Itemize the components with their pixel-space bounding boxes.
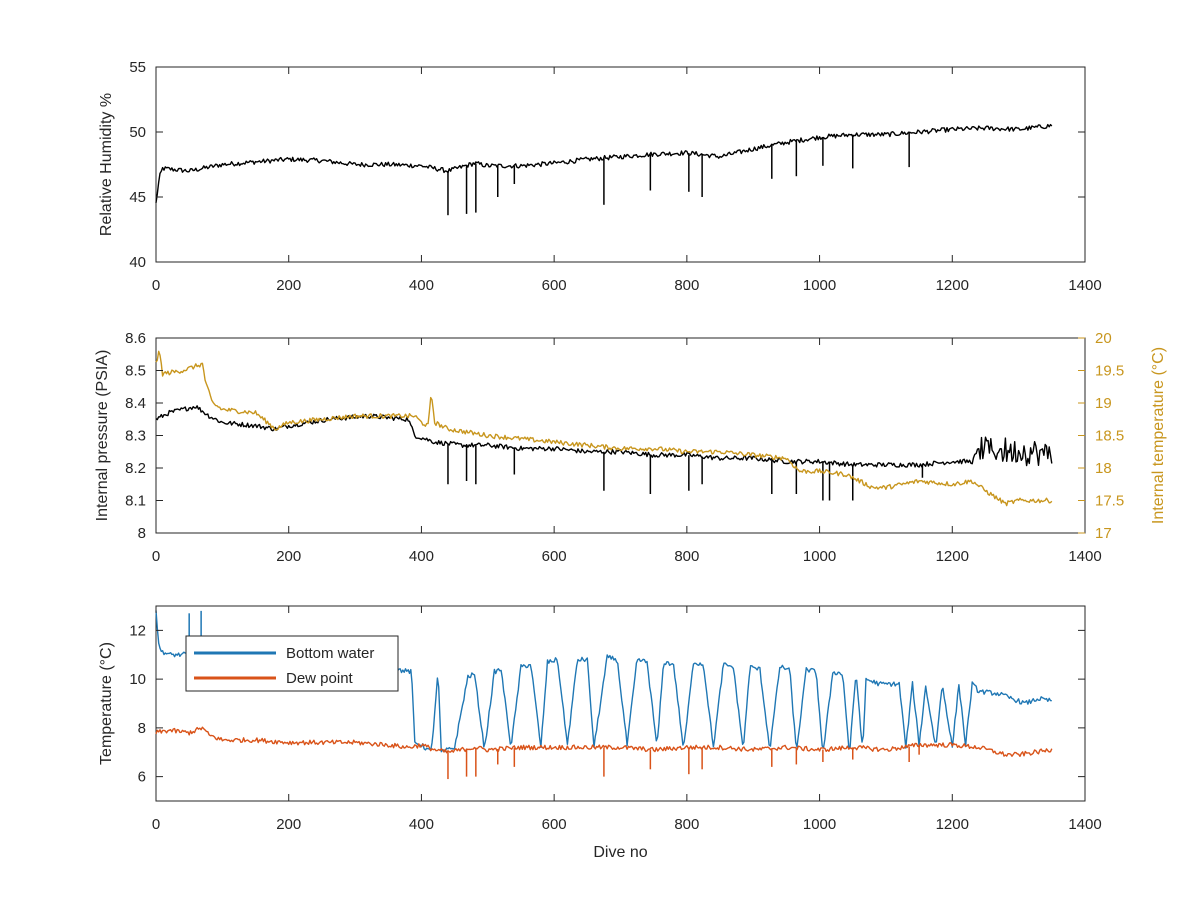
pressure-ylabel: Internal pressure (PSIA) xyxy=(94,350,111,522)
y-tick-label: 8.3 xyxy=(125,428,146,445)
x-tick-label: 600 xyxy=(542,548,567,565)
y-tick-label: 8.1 xyxy=(125,493,146,510)
y2-tick-label: 17.5 xyxy=(1095,493,1124,510)
y-tick-label: 6 xyxy=(138,769,146,786)
temperature-ylabel: Temperature (°C) xyxy=(98,642,115,765)
panel-temperature: 0 200 400 600 800 1000 1200 1400 6 8 10 12 Tempera… xyxy=(98,605,1102,861)
y-tick-label: 8.2 xyxy=(125,460,146,477)
y-tick-label: 8.5 xyxy=(125,363,146,380)
y-tick-label: 50 xyxy=(129,124,146,141)
x-axis-label: Dive no xyxy=(593,844,647,861)
x-tick-label: 800 xyxy=(674,277,699,294)
legend: Bottom water Dew point xyxy=(185,635,399,692)
x-tick-label: 1200 xyxy=(936,277,969,294)
y2-tick-label: 19.5 xyxy=(1095,363,1124,380)
y2-tick-label: 18 xyxy=(1095,460,1112,477)
x-tick-label: 800 xyxy=(674,548,699,565)
x-tick-label: 600 xyxy=(542,277,567,294)
x-tick-label: 0 xyxy=(152,277,160,294)
series-line-gold-1 xyxy=(155,350,1053,507)
pressure-y-ticks: 8 8.1 8.2 8.3 8.4 8.5 8.6 xyxy=(125,330,163,542)
x-tick-label: 400 xyxy=(409,816,434,833)
x-tick-label: 1200 xyxy=(936,816,969,833)
y-tick-label: 45 xyxy=(129,189,146,206)
series-line-dew-point xyxy=(155,726,1053,757)
x-tick-label: 800 xyxy=(674,816,699,833)
x-tick-label: 1400 xyxy=(1068,816,1101,833)
x-tick-label: 400 xyxy=(409,277,434,294)
pressure-x-ticks: 0 200 400 600 800 1000 1200 1400 xyxy=(152,338,1102,565)
y-tick-label: 8.6 xyxy=(125,330,146,347)
x-tick-label: 0 xyxy=(152,816,160,833)
humidity-series xyxy=(155,123,1053,216)
legend-bottom-water-label: Bottom water xyxy=(286,645,374,662)
humidity-y-ticks: 40 45 50 55 xyxy=(129,59,1085,271)
panel-pressure-temperature: 0 200 400 600 800 1000 1200 1400 88.18.28.38.48… xyxy=(94,330,1167,565)
legend-dew-point-label: Dew point xyxy=(286,670,354,687)
temperature-x-ticks: 0 200 400 600 800 1000 1200 1400 xyxy=(152,606,1102,833)
humidity-ylabel: Relative Humidity % xyxy=(98,93,115,236)
y-tick-label: 8 xyxy=(138,525,146,542)
series-line-black-0 xyxy=(155,123,1053,203)
x-tick-label: 1200 xyxy=(936,548,969,565)
x-tick-label: 1400 xyxy=(1068,277,1101,294)
y2-tick-label: 19 xyxy=(1095,395,1112,412)
panel-humidity: 0 200 400 600 800 1000 1200 1400 40 45 50 55 Relat… xyxy=(98,59,1102,294)
y-tick-label: 12 xyxy=(129,622,146,639)
y2-tick-label: 17 xyxy=(1095,525,1112,542)
x-tick-label: 1000 xyxy=(803,277,836,294)
x-tick-label: 600 xyxy=(542,816,567,833)
x-tick-label: 400 xyxy=(409,548,434,565)
y-tick-label: 8.4 xyxy=(125,395,146,412)
y-tick-label: 8 xyxy=(138,720,146,737)
x-tick-label: 200 xyxy=(276,548,301,565)
y2-tick-label: 18.5 xyxy=(1095,428,1124,445)
legend-box xyxy=(185,635,399,692)
x-tick-label: 1000 xyxy=(803,548,836,565)
internal-temperature-y-ticks: 17 17.5 18 18.5 19 19.5 20 xyxy=(1078,330,1124,542)
panel-humidity-box xyxy=(155,66,1086,263)
x-tick-label: 200 xyxy=(276,277,301,294)
panel-pressure-box xyxy=(155,337,1086,534)
internal-temperature-ylabel: Internal temperature (°C) xyxy=(1150,347,1167,524)
humidity-x-ticks: 0 200 400 600 800 1000 1200 1400 xyxy=(152,67,1102,294)
y-tick-label: 10 xyxy=(129,671,146,688)
temperature-y-ticks: 6 8 10 12 xyxy=(129,622,1085,786)
x-tick-label: 1000 xyxy=(803,816,836,833)
x-tick-label: 1400 xyxy=(1068,548,1101,565)
x-tick-label: 200 xyxy=(276,816,301,833)
x-tick-label: 0 xyxy=(152,548,160,565)
y-tick-label: 40 xyxy=(129,254,146,271)
pressure-temperature-series xyxy=(155,350,1053,507)
y-tick-label: 55 xyxy=(129,59,146,76)
y2-tick-label: 20 xyxy=(1095,330,1112,347)
